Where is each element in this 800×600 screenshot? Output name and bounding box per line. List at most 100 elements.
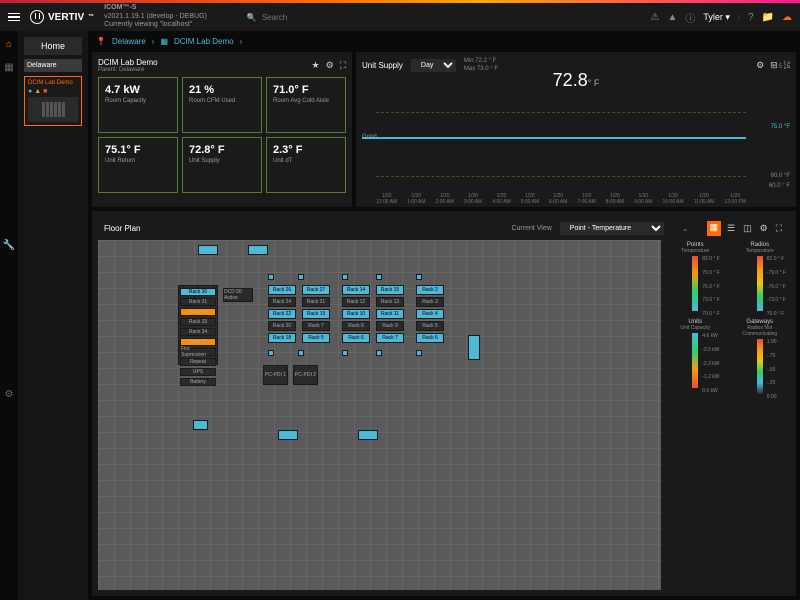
metric-card[interactable]: 2.3° FUnit dT: [266, 137, 346, 193]
rack-item[interactable]: Rack 6: [416, 333, 444, 343]
rack-item[interactable]: Rack 7: [376, 333, 404, 343]
panel-parent: Parent: Delaware: [98, 67, 158, 73]
search-icon: 🔍: [247, 13, 257, 22]
rack-item[interactable]: Rack 26: [268, 285, 296, 295]
metric-card[interactable]: 71.0° FRoom Avg Cold Aisle: [266, 77, 346, 133]
chart-range-select[interactable]: Day: [411, 59, 456, 72]
floor-list-icon[interactable]: ☰: [725, 221, 737, 236]
floor-map[interactable]: Rack 30 Rack 31 Rack 32 Rack 33 Rack 34 Rack …: [98, 240, 661, 590]
rack-item[interactable]: PC-PDI 2: [293, 365, 318, 385]
rack-item[interactable]: PC-PDI 1: [263, 365, 288, 385]
floor-expand-icon[interactable]: ⛶: [774, 221, 784, 236]
rack-item[interactable]: [248, 245, 268, 255]
rack-item[interactable]: Battery: [180, 378, 216, 386]
side-title: Home: [24, 37, 82, 55]
rack-item[interactable]: Rack 19: [302, 309, 330, 319]
rack-item[interactable]: Rack 22: [268, 309, 296, 319]
rack-item[interactable]: [358, 430, 378, 440]
rack-item[interactable]: Rack 33: [180, 318, 216, 326]
crumb-loc[interactable]: Delaware: [112, 37, 146, 46]
chart-panel: Unit Supply Day Min 72.2 ° FMax 73.0 ° F…: [356, 52, 796, 207]
rack-item[interactable]: UPS: [180, 368, 216, 376]
folder-icon[interactable]: 📁: [762, 12, 774, 23]
rack-item[interactable]: [416, 350, 422, 356]
rack-item[interactable]: DCD 50 Active: [223, 288, 253, 302]
star-icon[interactable]: ★: [312, 60, 320, 71]
floor-grid-icon[interactable]: ▦: [707, 221, 722, 236]
rack-item[interactable]: Rack 9: [376, 321, 404, 331]
rack-item[interactable]: Rack 20: [268, 321, 296, 331]
nav-wrench-icon[interactable]: 🔧: [3, 240, 15, 251]
rack-item[interactable]: [278, 430, 298, 440]
floor-view-select[interactable]: Point - Temperature: [560, 222, 664, 235]
nav-gear-icon[interactable]: ⚙: [5, 389, 14, 400]
rack-item[interactable]: Rack 34: [180, 328, 216, 336]
rack-item[interactable]: Rack 24: [268, 297, 296, 307]
floor-gear-icon[interactable]: ⚙: [758, 221, 770, 236]
rack-item[interactable]: Rack 11: [376, 309, 404, 319]
crumb-room[interactable]: DCIM Lab Demo: [174, 37, 234, 46]
rack-item[interactable]: [416, 274, 422, 280]
rack-item[interactable]: Rack 10: [342, 309, 370, 319]
floor-title: Floor Plan: [104, 224, 140, 233]
floor-view-icon[interactable]: ◫: [741, 221, 754, 236]
metric-card[interactable]: 4.7 kWRoom Capacity: [98, 77, 178, 133]
app-info: ICOM™-S v2021.1.19.1 (develop - DEBUG) C…: [104, 4, 207, 29]
rack-item[interactable]: Rack 4: [416, 309, 444, 319]
rack-item[interactable]: Rack 3: [416, 297, 444, 307]
rack-item[interactable]: Rack 32: [180, 308, 216, 316]
nav-layers-icon[interactable]: ▦: [4, 62, 13, 73]
rack-item[interactable]: Rack 15: [376, 285, 404, 295]
help-icon[interactable]: ?: [748, 12, 754, 23]
expand-icon[interactable]: ⛶: [340, 60, 346, 71]
rack-item[interactable]: Rack 35: [180, 338, 216, 346]
rack-item[interactable]: Rack 27: [302, 285, 330, 295]
legend-units: Units Unit Capacity 4.6 kW-3.5 kW-2.3 kW…: [667, 319, 724, 396]
rack-item[interactable]: Rack 14: [342, 285, 370, 295]
rack-item[interactable]: [298, 350, 304, 356]
rack-item[interactable]: [193, 420, 208, 430]
warn-icon[interactable]: ▲: [667, 12, 677, 23]
legend-radios: Radios Temperature 82.0 ° F-79.0 ° F-76.…: [732, 242, 789, 313]
chart-big-value: 72.8° F: [553, 70, 600, 91]
side-panel: Home Delaware DCIM Lab Demo ●▲■: [18, 31, 88, 600]
metric-card[interactable]: 72.8° FUnit Supply: [182, 137, 262, 193]
rack-item[interactable]: Rack 31: [180, 298, 216, 306]
rack-item[interactable]: Rack 18: [268, 333, 296, 343]
rack-item[interactable]: Fire Supression: [180, 348, 216, 356]
rack-item[interactable]: Repeat: [180, 358, 216, 366]
rack-item[interactable]: Rack 13: [376, 297, 404, 307]
gear-icon[interactable]: ⚙: [326, 60, 334, 71]
cloud-icon[interactable]: ☁: [782, 12, 792, 23]
rack-item[interactable]: [298, 274, 304, 280]
rack-item[interactable]: Rack 6: [342, 333, 370, 343]
rack-item[interactable]: [268, 274, 274, 280]
rack-item[interactable]: Rack 2: [416, 285, 444, 295]
alert-icon[interactable]: ⚠: [650, 12, 659, 23]
chart-gear-icon[interactable]: ⚙: [756, 60, 764, 71]
rack-item[interactable]: [268, 350, 274, 356]
rack-item[interactable]: Rack 7: [302, 321, 330, 331]
side-location[interactable]: Delaware: [24, 59, 82, 72]
rack-item[interactable]: Rack 5: [302, 333, 330, 343]
side-thumbnail[interactable]: DCIM Lab Demo ●▲■: [24, 76, 82, 126]
info-icon[interactable]: ⓘ: [685, 10, 695, 25]
rack-item[interactable]: Rack 21: [302, 297, 330, 307]
rack-item[interactable]: [342, 274, 348, 280]
rack-item[interactable]: [376, 350, 382, 356]
metric-card[interactable]: 75.1° FUnit Return: [98, 137, 178, 193]
rack-item[interactable]: Rack 30: [180, 288, 216, 296]
rack-item[interactable]: [342, 350, 348, 356]
nav-home-icon[interactable]: ⌂: [6, 39, 12, 50]
search-input[interactable]: [262, 13, 427, 22]
rack-item[interactable]: [468, 335, 480, 360]
search-box[interactable]: 🔍: [247, 13, 427, 22]
rack-item[interactable]: Rack 8: [342, 321, 370, 331]
rack-item[interactable]: [198, 245, 218, 255]
rack-item[interactable]: Rack 12: [342, 297, 370, 307]
rack-item[interactable]: Rack 5: [416, 321, 444, 331]
user-menu[interactable]: Tyler ▾: [703, 12, 730, 23]
metric-card[interactable]: 21 %Room CFM Used: [182, 77, 262, 133]
menu-icon[interactable]: [8, 13, 20, 22]
rack-item[interactable]: [376, 274, 382, 280]
